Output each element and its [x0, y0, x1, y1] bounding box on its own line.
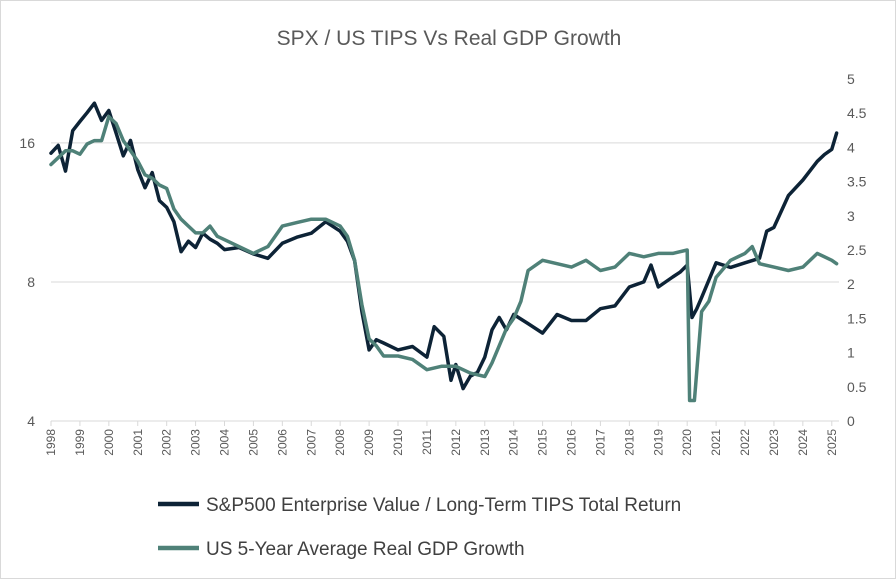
y-right-tick-label: 2 — [847, 276, 855, 292]
x-tick-label: 2016 — [565, 429, 579, 456]
x-tick-label: 2021 — [709, 429, 723, 456]
x-tick-label: 2009 — [362, 429, 376, 456]
x-tick-label: 2024 — [796, 429, 810, 456]
series-line-spx-tips — [49, 101, 839, 391]
x-tick-label: 2013 — [478, 429, 492, 456]
x-tick-label: 2017 — [593, 429, 607, 456]
x-tick-label: 2001 — [131, 429, 145, 456]
x-tick-label: 2012 — [449, 429, 463, 456]
x-tick-label: 2019 — [651, 429, 665, 456]
x-tick-label: 2010 — [391, 429, 405, 456]
legend-label-gdp-growth: US 5-Year Average Real GDP Growth — [206, 539, 525, 560]
x-tick-label: 1999 — [73, 429, 87, 456]
x-tick-label: 2006 — [275, 429, 289, 456]
gridlines — [51, 142, 839, 422]
x-tick-label: 2014 — [507, 429, 521, 456]
x-tick-label: 2002 — [160, 429, 174, 456]
y-right-tick-label: 0 — [847, 413, 855, 429]
x-tick-label: 2022 — [738, 429, 752, 456]
chart-title: SPX / US TIPS Vs Real GDP Growth — [277, 27, 622, 50]
x-tick-label: 2011 — [420, 429, 434, 455]
legend-label-spx-tips: S&P500 Enterprise Value / Long-Term TIPS… — [206, 495, 681, 516]
x-tick-label: 2023 — [767, 429, 781, 456]
y-left-tick-label: 16 — [19, 135, 35, 151]
series-line-gdp-growth — [49, 114, 839, 403]
series-lines — [49, 101, 839, 403]
x-tick-label: 1998 — [44, 429, 58, 456]
x-tick-label: 2025 — [825, 429, 839, 456]
y-right-tick-label: 4.5 — [847, 105, 867, 121]
y-right-tick-label: 2.5 — [847, 242, 867, 258]
x-tick-label: 2018 — [622, 429, 636, 456]
y-right-tick-label: 3 — [847, 208, 855, 224]
y-left-tick-label: 8 — [27, 274, 35, 290]
y-right-tick-label: 4 — [847, 139, 855, 155]
x-tick-label: 2004 — [218, 429, 232, 456]
x-tick-label: 2007 — [304, 429, 318, 456]
x-tick-label: 2015 — [536, 429, 550, 456]
x-tick-label: 2020 — [680, 429, 694, 456]
x-tick-label: 2008 — [333, 429, 347, 456]
y-right-tick-label: 1 — [847, 345, 855, 361]
x-tick-label: 2000 — [102, 429, 116, 456]
x-tick-label: 2003 — [189, 429, 203, 456]
y-right-tick-label: 3.5 — [847, 174, 867, 190]
axes: 4 8 16 0 0.5 1 1.5 2 2.5 3 3.5 4 4.5 5 1998 1999 2000 200… — [19, 71, 866, 456]
x-tick-label: 2005 — [246, 429, 260, 456]
y-right-tick-label: 5 — [847, 71, 855, 87]
legend: S&P500 Enterprise Value / Long-Term TIPS… — [158, 495, 681, 560]
y-right-tick-label: 0.5 — [847, 379, 867, 395]
y-left-tick-label: 4 — [27, 413, 35, 429]
y-right-tick-label: 1.5 — [847, 310, 867, 326]
